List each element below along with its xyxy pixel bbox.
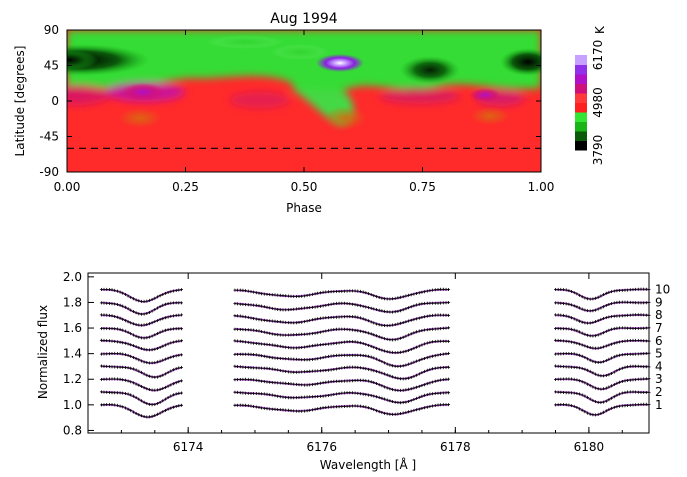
- profiles-x-ticks: 6174 6176 6178 6180: [120, 273, 623, 454]
- profile-number-label: 6: [655, 334, 663, 348]
- profiles-y-ticks: 0.8 1.0 1.2 1.4 1.6 1.8 2.0: [63, 270, 94, 437]
- profile-observed-points: [554, 377, 651, 391]
- colorbar-band: [575, 64, 587, 75]
- colorbar-band: [575, 112, 587, 122]
- map-x-tick-label: 0.25: [172, 180, 199, 194]
- profiles-x-tick-label: 6174: [173, 440, 204, 454]
- profile-number-label: 2: [655, 385, 663, 399]
- colorbar-band: [575, 102, 587, 113]
- profile-observed-points: [554, 364, 651, 378]
- profile-model-line: [555, 352, 649, 364]
- profile-observed-points: [554, 313, 651, 325]
- profiles-y-tick-label: 0.8: [63, 423, 82, 437]
- profile-observed-points: [233, 326, 451, 342]
- profile-observed-points: [99, 301, 183, 316]
- profiles-y-label: Normalized flux: [36, 305, 50, 399]
- profile-observed-points: [554, 287, 651, 301]
- colorbar-tick-label: 6170: [591, 40, 605, 71]
- colorbar-band: [575, 121, 587, 132]
- profile-model-line: [101, 391, 182, 405]
- colorbar-tick-label: 4980: [591, 87, 605, 118]
- map-x-ticks: 0.00 0.25 0.50 0.75 1.00: [54, 30, 555, 194]
- map-y-tick-label: -45: [39, 130, 59, 144]
- profile-model-line: [555, 378, 649, 391]
- profiles-y-tick-label: 1.8: [63, 295, 82, 309]
- profiles-x-tick-label: 6178: [440, 440, 471, 454]
- profile-observed-points: [233, 313, 451, 328]
- map-y-tick-label: -90: [39, 165, 59, 179]
- profile-number-label: 1: [655, 398, 663, 412]
- profiles-y-tick-label: 1.6: [63, 321, 82, 335]
- map-y-tick-label: 0: [51, 94, 59, 108]
- profile-number-label: 8: [655, 308, 663, 322]
- map-title: Aug 1994: [270, 11, 338, 27]
- temperature-map: [67, 30, 541, 172]
- profile-observed-points: [554, 338, 651, 350]
- profile-observed-points: [99, 287, 183, 303]
- profile-observed-points: [233, 301, 451, 314]
- map-x-tick-label: 0.50: [291, 180, 318, 194]
- profiles-x-tick-label: 6176: [306, 440, 337, 454]
- colorbar-band: [575, 74, 587, 84]
- colorbar-band: [575, 83, 587, 94]
- colorbar-band: [575, 93, 587, 103]
- map-x-tick-label: 0.00: [54, 180, 81, 194]
- colorbar-tick-labels: 3790 4980 6170: [591, 40, 605, 166]
- profiles-y-tick-label: 1.2: [63, 372, 82, 386]
- line-profiles: [99, 287, 651, 419]
- colorbar-band: [575, 131, 587, 141]
- profiles-x-tick-label: 6180: [574, 440, 605, 454]
- profile-model-line: [555, 365, 649, 377]
- profile-observed-points: [99, 390, 183, 407]
- colorbar-tick-label: 3790: [591, 135, 605, 166]
- profiles-x-label: Wavelength [Å ]: [320, 457, 416, 472]
- profile-observed-points: [99, 377, 183, 392]
- map-x-tick-label: 0.75: [409, 180, 436, 194]
- profile-observed-points: [554, 390, 651, 405]
- profile-model-line: [555, 391, 649, 404]
- profile-number-label: 3: [655, 372, 663, 386]
- profile-number-label: 7: [655, 321, 663, 335]
- profile-observed-points: [233, 390, 451, 405]
- profile-observed-points: [233, 364, 451, 381]
- profile-observed-points: [99, 403, 183, 419]
- map-x-tick-label: 1.00: [528, 180, 555, 194]
- profiles-y-tick-label: 2.0: [63, 270, 82, 284]
- profile-observed-points: [99, 364, 183, 379]
- profile-observed-points: [233, 287, 451, 301]
- profile-observed-points: [99, 351, 183, 365]
- profiles-y-tick-label: 1.4: [63, 347, 82, 361]
- map-y-tick-label: 90: [44, 23, 59, 37]
- profile-number-label: 5: [655, 347, 663, 361]
- profile-number-label: 4: [655, 359, 663, 373]
- profile-observed-points: [233, 339, 451, 355]
- profile-observed-points: [554, 300, 651, 313]
- profile-observed-points: [554, 351, 651, 364]
- map-x-label: Phase: [286, 201, 322, 215]
- profile-observed-points: [233, 351, 451, 368]
- colorbar: [575, 55, 587, 151]
- profile-observed-points: [233, 403, 451, 416]
- colorbar-band: [575, 55, 587, 65]
- profile-number-label: 10: [655, 283, 670, 297]
- profile-observed-points: [233, 377, 451, 392]
- profile-observed-points: [99, 327, 183, 340]
- profile-number-label: 9: [655, 295, 663, 309]
- profile-observed-points: [99, 313, 183, 327]
- profiles-y-tick-label: 1.0: [63, 398, 82, 412]
- colorbar-unit: K: [593, 25, 607, 34]
- profile-observed-points: [554, 402, 651, 417]
- map-y-tick-label: 45: [44, 59, 59, 73]
- profiles-frame: [87, 272, 650, 434]
- profile-observed-points: [99, 338, 183, 352]
- map-y-label: Latitude [degrees]: [13, 46, 27, 157]
- map-y-ticks: -90 -45 0 45 90: [39, 23, 541, 179]
- profile-observed-points: [554, 326, 651, 338]
- colorbar-band: [575, 140, 587, 151]
